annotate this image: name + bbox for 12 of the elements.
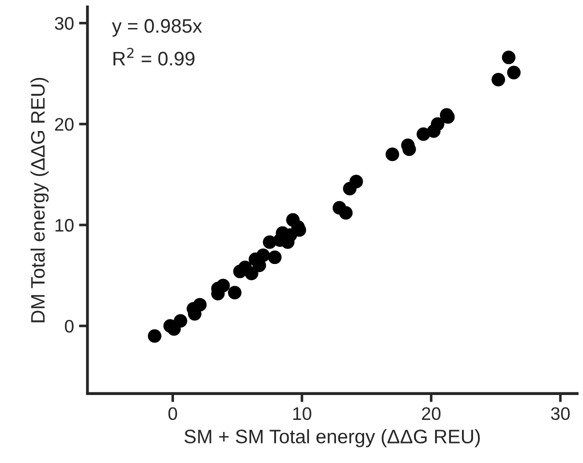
y-tick-label: 30 bbox=[54, 17, 74, 30]
x-tick-label: 30 bbox=[551, 407, 570, 420]
x-tick-label: 0 bbox=[168, 407, 178, 420]
y-tick-label: 10 bbox=[56, 218, 74, 232]
x-tick-label: 20 bbox=[422, 407, 440, 420]
y-tick-label: 20 bbox=[55, 118, 74, 131]
annotation: R$^{2}$ = 0.99 bbox=[114, 48, 194, 66]
x-axis-title: SM + SM Total energy (ΔΔG REU) bbox=[184, 429, 480, 448]
x-tick-label: 10 bbox=[293, 407, 312, 420]
annotation: y = 0.985x bbox=[112, 19, 202, 37]
y-axis-title: DM Total energy (ΔΔG REU) bbox=[30, 78, 49, 322]
y-tick-label: 0 bbox=[64, 320, 74, 333]
